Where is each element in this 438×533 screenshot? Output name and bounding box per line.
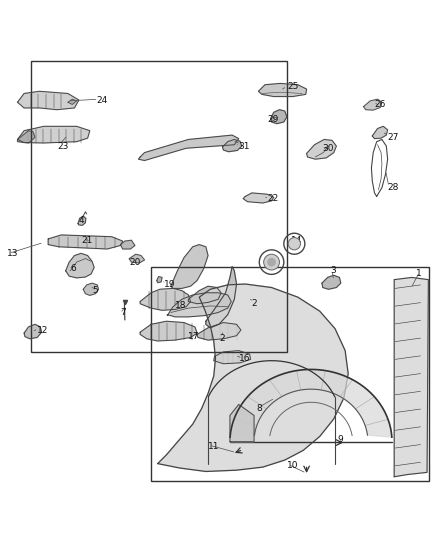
Polygon shape <box>83 283 99 295</box>
Polygon shape <box>68 99 77 104</box>
Polygon shape <box>214 351 251 364</box>
Text: 4: 4 <box>79 216 85 225</box>
Text: 22: 22 <box>267 194 279 203</box>
Polygon shape <box>157 277 162 282</box>
Text: 5: 5 <box>92 286 98 295</box>
Text: 27: 27 <box>388 133 399 142</box>
Text: 11: 11 <box>208 441 219 450</box>
Polygon shape <box>171 245 208 288</box>
Polygon shape <box>140 288 191 310</box>
Polygon shape <box>24 324 42 339</box>
Polygon shape <box>120 240 135 249</box>
Polygon shape <box>140 321 197 341</box>
Polygon shape <box>322 275 341 289</box>
Polygon shape <box>18 131 35 143</box>
Text: 7: 7 <box>120 308 126 317</box>
Polygon shape <box>129 254 145 263</box>
Polygon shape <box>230 405 254 442</box>
Text: 8: 8 <box>256 405 262 414</box>
Text: 28: 28 <box>388 183 399 192</box>
Text: 2: 2 <box>219 334 225 343</box>
Polygon shape <box>66 253 94 278</box>
Text: 21: 21 <box>81 236 92 245</box>
Text: 26: 26 <box>374 100 386 109</box>
Polygon shape <box>188 286 221 304</box>
Polygon shape <box>158 284 348 472</box>
Polygon shape <box>48 235 123 249</box>
Polygon shape <box>206 266 237 328</box>
Polygon shape <box>197 322 241 340</box>
Text: 12: 12 <box>37 326 49 335</box>
Text: 6: 6 <box>70 264 76 273</box>
Text: 10: 10 <box>287 461 298 470</box>
Text: 24: 24 <box>96 95 108 104</box>
Polygon shape <box>271 110 287 124</box>
Text: 20: 20 <box>129 257 141 266</box>
Circle shape <box>264 254 279 270</box>
Text: 19: 19 <box>164 279 176 288</box>
Polygon shape <box>18 91 79 110</box>
Text: 25: 25 <box>287 83 298 92</box>
Text: 2: 2 <box>252 299 258 308</box>
Polygon shape <box>18 126 90 143</box>
Text: 3: 3 <box>331 266 336 276</box>
Bar <box>151 266 429 481</box>
Text: 14: 14 <box>291 236 303 245</box>
Polygon shape <box>138 135 239 160</box>
Text: 16: 16 <box>239 354 250 363</box>
Polygon shape <box>223 140 242 152</box>
Polygon shape <box>167 293 231 317</box>
Text: 17: 17 <box>188 332 200 341</box>
Polygon shape <box>394 278 428 477</box>
Circle shape <box>288 238 300 250</box>
Polygon shape <box>258 84 307 96</box>
Text: 13: 13 <box>7 249 18 258</box>
Text: 18: 18 <box>175 302 187 310</box>
Text: 1: 1 <box>416 269 422 278</box>
Polygon shape <box>372 126 388 139</box>
Text: 23: 23 <box>57 142 68 150</box>
Text: 15: 15 <box>265 257 276 266</box>
Bar <box>31 61 287 352</box>
Polygon shape <box>230 369 392 437</box>
Polygon shape <box>78 216 86 225</box>
Polygon shape <box>364 99 382 110</box>
Text: 31: 31 <box>239 142 250 150</box>
Polygon shape <box>243 193 274 203</box>
Text: 29: 29 <box>267 115 279 124</box>
Polygon shape <box>307 140 336 159</box>
Text: 30: 30 <box>322 144 333 153</box>
Text: 9: 9 <box>337 435 343 444</box>
Circle shape <box>267 258 276 266</box>
